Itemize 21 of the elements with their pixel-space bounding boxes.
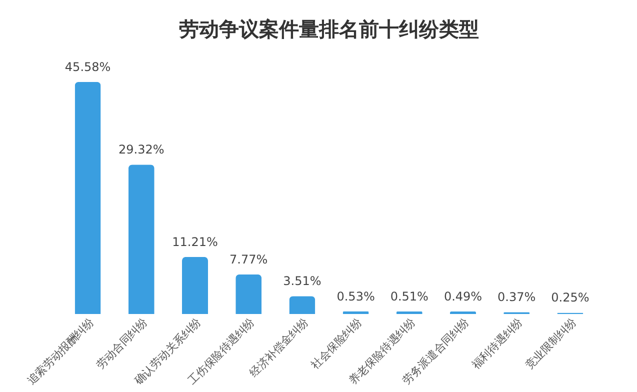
bar — [182, 256, 208, 314]
data-label: 0.49% — [444, 290, 482, 304]
x-tick-label: 福利待遇纠纷 — [469, 316, 526, 372]
x-tick-label: 追索劳动报酬纠纷 — [24, 316, 96, 388]
chart-title: 劳动争议案件量排名前十纠纷类型 — [179, 17, 479, 41]
bar — [128, 164, 154, 314]
bar — [289, 296, 316, 314]
bar — [74, 82, 101, 314]
data-label: 11.21% — [172, 234, 218, 249]
data-label: 29.32% — [118, 142, 164, 157]
data-label: 0.25% — [551, 290, 590, 305]
data-label: 7.77% — [230, 252, 268, 266]
bar — [236, 274, 262, 314]
data-label: 0.51% — [390, 289, 428, 304]
data-label: 3.51% — [283, 274, 322, 288]
bar — [396, 311, 422, 314]
data-label: 0.37% — [498, 290, 536, 304]
x-tick-label: 竞业限制纠纷 — [522, 316, 579, 372]
bar — [342, 311, 369, 314]
data-label: 45.58% — [64, 60, 111, 74]
data-label: 0.53% — [336, 289, 375, 304]
